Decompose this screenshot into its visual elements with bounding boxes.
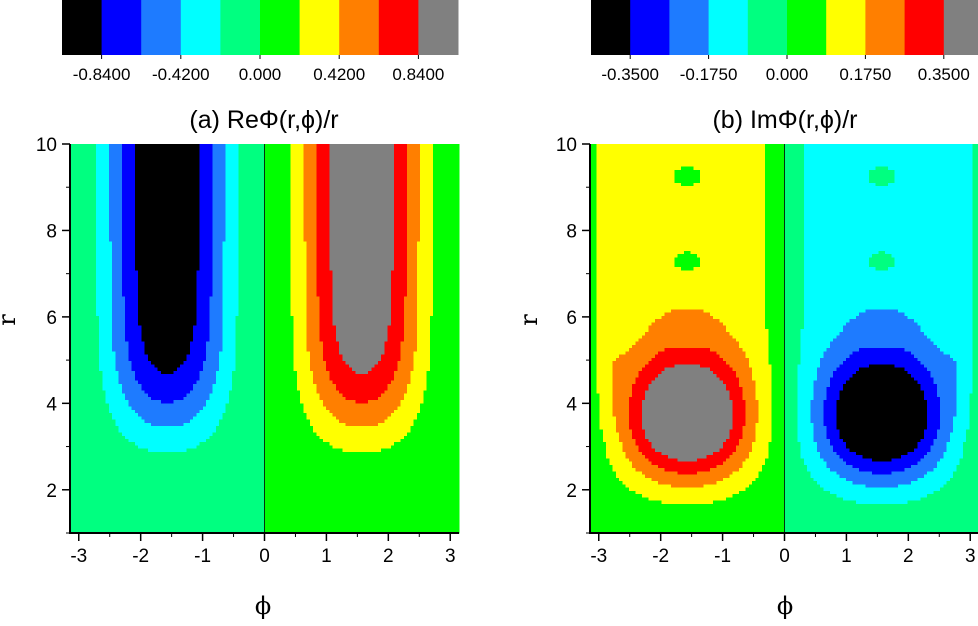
colorbar-swatch [300, 0, 340, 55]
colorbar-a: -0.8400 -0.4200 0.000 0.4200 0.8400 [62, 0, 459, 84]
colorbar-swatch [339, 0, 379, 55]
chart-title: (a) ReΦ(r,ϕ)/r [189, 106, 338, 134]
colorbar-tick-label: -0.8400 [73, 65, 131, 84]
chart-panel-a: -0.8400 -0.4200 0.000 0.4200 0.8400 (a) ReΦ(r… [0, 0, 460, 620]
colorbar-swatch [220, 0, 260, 55]
colorbar-tick-label: -0.4200 [152, 65, 210, 84]
colorbar-tick-label: 0.4200 [313, 65, 365, 84]
colorbar-swatch [260, 0, 300, 55]
colorbar-swatch [141, 0, 181, 55]
colorbar-swatch [418, 0, 458, 55]
colorbar-swatch [102, 0, 142, 55]
colorbar-swatch [62, 0, 102, 55]
colorbar-tick-label: 0.8400 [392, 65, 444, 84]
colorbar-swatch [379, 0, 419, 55]
colorbar-tick-label: 0.000 [239, 65, 282, 84]
colorbar-swatch [181, 0, 221, 55]
